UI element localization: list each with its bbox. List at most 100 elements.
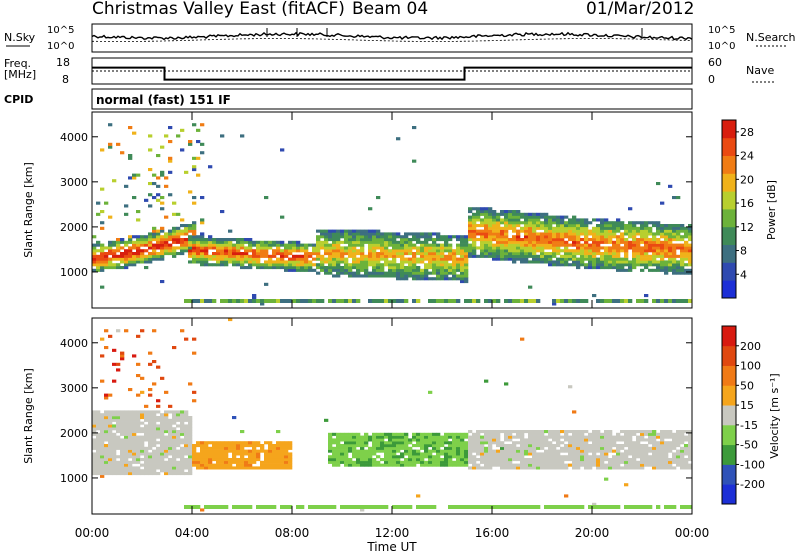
heatmap-cell (140, 390, 145, 394)
heatmap-cell (260, 246, 265, 250)
heatmap-cell (620, 246, 625, 250)
heatmap-cell (148, 134, 153, 138)
heatmap-cell (132, 449, 137, 453)
heatmap-cell (348, 238, 353, 242)
heatmap-cell (184, 432, 189, 436)
heatmap-cell (464, 240, 469, 244)
heatmap-cell (600, 452, 605, 456)
ground-scatter-cell (616, 505, 621, 509)
heatmap-cell (144, 266, 149, 270)
heatmap-cell (288, 455, 293, 459)
heatmap-cell (428, 238, 433, 242)
heatmap-cell (168, 170, 173, 174)
heatmap-cell (460, 463, 465, 467)
heatmap-cell (492, 455, 497, 459)
heatmap-cell (116, 430, 121, 434)
heatmap-cell (564, 430, 569, 434)
heatmap-cell (128, 438, 133, 442)
heatmap-cell (608, 458, 613, 462)
heatmap-cell (108, 263, 113, 267)
heatmap-cell (456, 243, 461, 247)
heatmap-cell (336, 446, 341, 450)
heatmap-cell (216, 246, 221, 250)
heatmap-cell (180, 432, 185, 436)
heatmap-cell (608, 246, 613, 250)
heatmap-cell (468, 221, 473, 225)
heatmap-cell (212, 254, 217, 258)
heatmap-cell (344, 249, 349, 253)
heatmap-cell (168, 449, 173, 453)
heatmap-cell (324, 229, 329, 233)
heatmap-cell (376, 229, 381, 233)
heatmap-cell (168, 246, 173, 250)
heatmap-cell (436, 252, 441, 256)
heatmap-cell (304, 268, 309, 272)
heatmap-cell (116, 362, 121, 366)
heatmap-cell (472, 435, 477, 439)
heatmap-cell (568, 229, 573, 233)
heatmap-cell (652, 463, 657, 467)
heatmap-cell (384, 260, 389, 264)
heatmap-cell (548, 224, 553, 228)
heatmap-cell (652, 257, 657, 261)
heatmap-cell (336, 449, 341, 453)
heatmap-cell (180, 441, 185, 445)
heatmap-cell (364, 432, 369, 436)
heatmap-cell (280, 263, 285, 267)
heatmap-cell (532, 441, 537, 445)
heatmap-cell (124, 204, 129, 208)
heatmap-cell (376, 266, 381, 270)
heatmap-cell (580, 452, 585, 456)
heatmap-cell (672, 466, 677, 470)
heatmap-cell (580, 229, 585, 233)
heatmap-cell (564, 232, 569, 236)
heatmap-cell (416, 435, 421, 439)
heatmap-cell (368, 463, 373, 467)
heatmap-cell (356, 240, 361, 244)
heatmap-cell (356, 238, 361, 242)
ground-scatter-cell (480, 505, 485, 509)
heatmap-cell (404, 235, 409, 239)
heatmap-cell (540, 463, 545, 467)
heatmap-cell (288, 446, 293, 450)
ground-scatter-cell (204, 299, 209, 303)
heatmap-cell (132, 430, 137, 434)
heatmap-cell (500, 252, 505, 256)
heatmap-cell (412, 246, 417, 250)
heatmap-cell (108, 455, 113, 459)
heatmap-cell (632, 263, 637, 267)
heatmap-cell (296, 260, 301, 264)
heatmap-cell (564, 249, 569, 253)
heatmap-cell (396, 246, 401, 250)
heatmap-cell (588, 260, 593, 264)
heatmap-cell (104, 455, 109, 459)
heatmap-cell (556, 444, 561, 448)
heatmap-cell (680, 266, 685, 270)
heatmap-cell (612, 254, 617, 258)
heatmap-cell (396, 268, 401, 272)
heatmap-cell (496, 430, 501, 434)
heatmap-cell (564, 215, 569, 219)
heatmap-cell (152, 449, 157, 453)
heatmap-cell (636, 246, 641, 250)
ground-scatter-cell (412, 299, 417, 303)
heatmap-cell (496, 221, 501, 225)
heatmap-cell (416, 494, 421, 498)
heatmap-cell (456, 432, 461, 436)
heatmap-cell (588, 221, 593, 225)
heatmap-cell (436, 446, 441, 450)
ground-scatter-cell (360, 505, 365, 509)
heatmap-cell (584, 218, 589, 222)
heatmap-cell (372, 446, 377, 450)
ground-scatter-cell (504, 505, 509, 509)
heatmap-cell (484, 249, 489, 253)
heatmap-cell (672, 252, 677, 256)
ground-scatter-cell (656, 299, 661, 303)
heatmap-cell (624, 257, 629, 261)
heatmap-cell (388, 446, 393, 450)
heatmap-cell (100, 187, 105, 191)
heatmap-cell (180, 128, 185, 132)
heatmap-cell (228, 257, 233, 261)
heatmap-cell (636, 260, 641, 264)
heatmap-cell (652, 460, 657, 464)
